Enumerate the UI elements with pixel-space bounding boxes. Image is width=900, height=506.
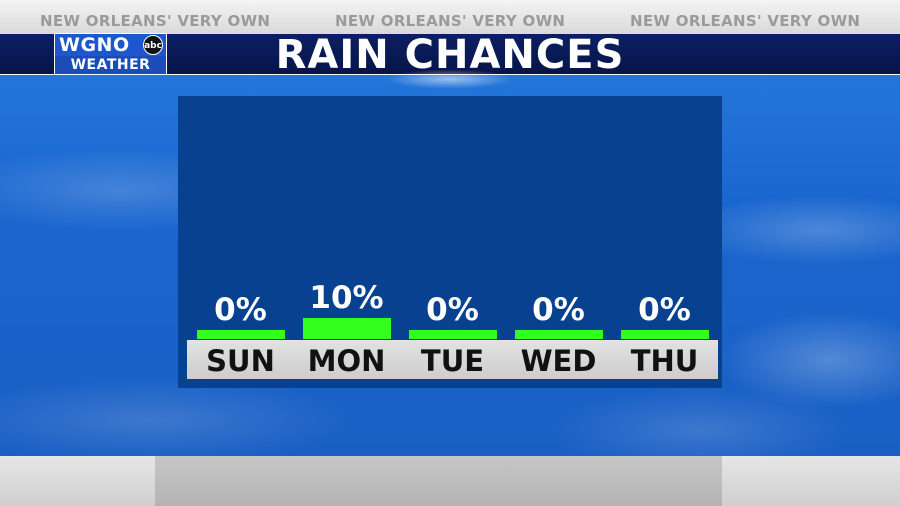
bar-thu xyxy=(620,330,709,339)
day-box-thu xyxy=(611,340,718,379)
value-label-thu: 0% xyxy=(638,292,691,328)
bar-mon xyxy=(302,318,391,339)
page-title: RAIN CHANCES xyxy=(275,32,625,78)
abc-logo-icon: abc xyxy=(143,35,163,55)
day-box-mon xyxy=(293,340,400,379)
day-box-sun xyxy=(187,340,294,379)
tagline-center: NEW ORLEANS' VERY OWN xyxy=(335,12,566,30)
day-label-wed: WED xyxy=(520,344,597,378)
day-label-mon: MON xyxy=(307,344,386,378)
day-label-tue: TUE xyxy=(420,344,485,378)
tagline-right: NEW ORLEANS' VERY OWN xyxy=(630,12,861,30)
station-logo: WGNO abc WEATHER xyxy=(54,33,167,75)
day-box-wed xyxy=(505,340,612,379)
bar-tue xyxy=(408,330,497,339)
tagline-band xyxy=(0,0,900,34)
value-label-mon: 10% xyxy=(309,280,384,316)
day-box-tue xyxy=(399,340,506,379)
bar-wed xyxy=(514,330,603,339)
logo-weather: WEATHER xyxy=(55,56,166,74)
tagline-left: NEW ORLEANS' VERY OWN xyxy=(40,12,271,30)
bottom-band-center xyxy=(155,456,722,506)
value-label-wed: 0% xyxy=(532,292,585,328)
chart-panel xyxy=(178,96,722,388)
day-label-sun: SUN xyxy=(206,344,275,378)
day-label-thu: THU xyxy=(630,344,699,378)
bar-sun xyxy=(196,330,285,339)
title-glow xyxy=(360,70,540,100)
logo-callsign: WGNO xyxy=(55,34,166,56)
value-label-sun: 0% xyxy=(214,292,267,328)
value-label-tue: 0% xyxy=(426,292,479,328)
